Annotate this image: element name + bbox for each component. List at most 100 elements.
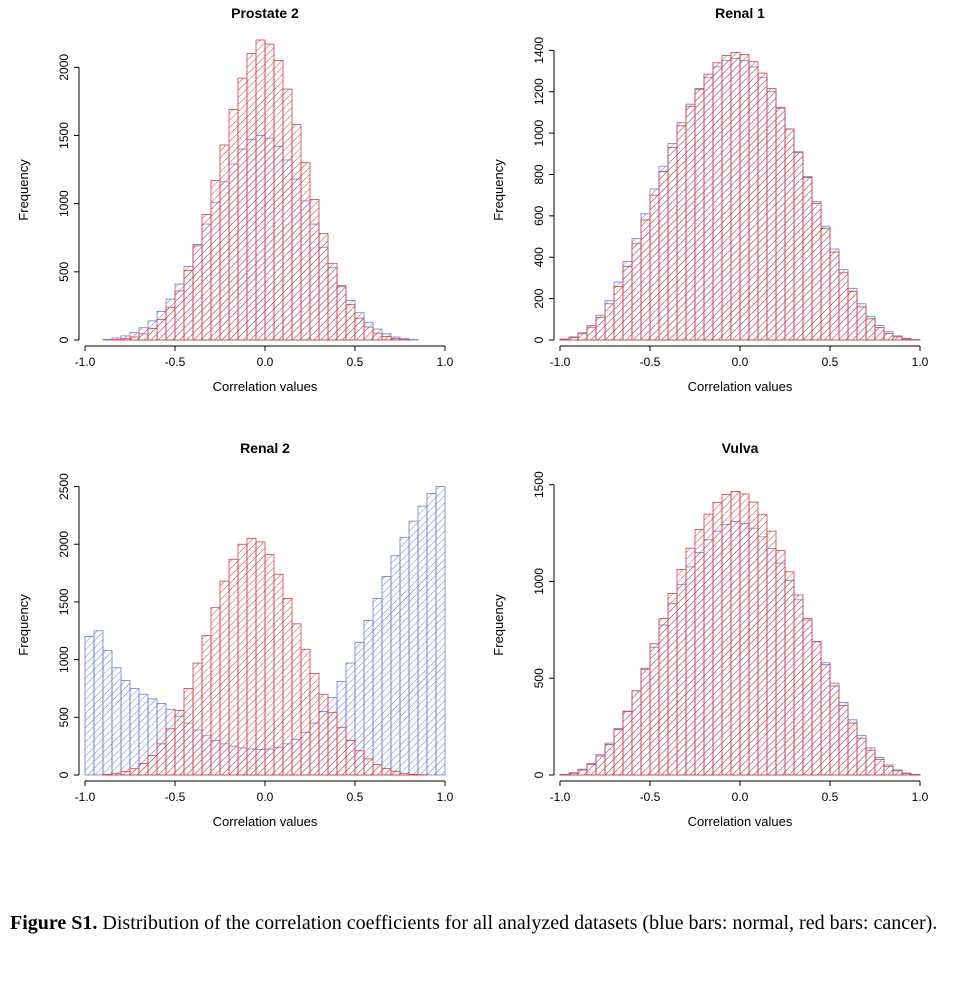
histogram-bar (866, 319, 875, 340)
y-tick-label: 2000 (57, 531, 71, 558)
y-tick-label: 1500 (532, 471, 546, 498)
histogram-bar (121, 680, 130, 775)
histogram-bar (695, 530, 704, 775)
histogram-bar (391, 339, 400, 340)
y-tick-label: 1400 (532, 37, 546, 64)
histogram-bar (157, 320, 166, 340)
histogram-bar (794, 153, 803, 340)
histogram-renal-1: Renal 10200400600800100012001400-1.0-0.5… (485, 0, 945, 430)
y-axis-label: Frequency (16, 159, 31, 221)
histogram-bar (632, 691, 641, 775)
histogram-bar (112, 773, 121, 775)
histogram-bar (283, 89, 292, 340)
histogram-bar (587, 327, 596, 340)
histogram-bar (857, 738, 866, 775)
panel-vulva: Vulva050010001500-1.0-0.50.00.51.0Correl… (485, 435, 950, 870)
histogram-bar (238, 78, 247, 340)
histogram-bar (184, 270, 193, 340)
histogram-bar (812, 642, 821, 775)
histogram-bar (623, 267, 632, 340)
histogram-bar (148, 328, 157, 340)
histogram-bar (229, 559, 238, 775)
histogram-bar (391, 772, 400, 775)
x-tick-label: -0.5 (165, 790, 186, 804)
histogram-bar (605, 304, 614, 340)
histogram-bar (247, 54, 256, 340)
histogram-bar (749, 62, 758, 340)
histogram-bar (902, 339, 911, 340)
histogram-bar (902, 773, 911, 775)
x-tick-label: 0.5 (347, 355, 364, 369)
y-tick-label: 1500 (57, 122, 71, 149)
histogram-bar (776, 107, 785, 340)
histogram-bar (409, 521, 418, 775)
panel-renal-1: Renal 10200400600800100012001400-1.0-0.5… (485, 0, 950, 435)
histogram-bar (427, 493, 436, 775)
histogram-bar (220, 581, 229, 775)
histogram-bar (695, 89, 704, 340)
histogram-bar (130, 337, 139, 340)
y-tick-label: 1000 (532, 119, 546, 146)
histogram-bar (677, 126, 686, 340)
histogram-bar (884, 333, 893, 340)
x-tick-label: 0.5 (822, 355, 839, 369)
histogram-bar (578, 770, 587, 775)
histogram-bar (139, 694, 148, 775)
histogram-bar (713, 63, 722, 340)
histogram-bar (202, 635, 211, 775)
histogram-bar (436, 487, 445, 775)
histogram-bar (400, 537, 409, 775)
histogram-bar (310, 673, 319, 775)
histogram-bar (382, 577, 391, 775)
x-tick-label: 1.0 (912, 355, 929, 369)
figure-caption: Figure S1. Distribution of the correlati… (10, 910, 950, 936)
y-tick-label: 1200 (532, 78, 546, 105)
histogram-bar (803, 178, 812, 340)
histogram-bar (166, 307, 175, 340)
histogram-bar (319, 694, 328, 775)
y-tick-label: 500 (57, 707, 71, 727)
histogram-bar (346, 740, 355, 775)
histogram-bar (193, 663, 202, 775)
histogram-bar (211, 608, 220, 775)
histogram-bar (166, 729, 175, 775)
histogram-bar (893, 337, 902, 340)
histogram-bar (641, 220, 650, 340)
histogram-bar (767, 531, 776, 775)
caption-text: Distribution of the correlation coeffici… (97, 912, 937, 934)
x-tick-label: -0.5 (640, 790, 661, 804)
histogram-bar (794, 595, 803, 775)
histogram-renal-2: Renal 205001000150020002500-1.0-0.50.00.… (10, 435, 470, 865)
histogram-bar (740, 494, 749, 775)
histogram-bar (247, 538, 256, 775)
histogram-bar (148, 755, 157, 775)
histogram-bar (202, 215, 211, 340)
histogram-bar (391, 556, 400, 775)
y-tick-label: 600 (532, 206, 546, 226)
y-axis-label: Frequency (491, 159, 506, 221)
x-tick-label: 1.0 (912, 790, 929, 804)
histogram-bar (94, 631, 103, 775)
histogram-bar (758, 515, 767, 775)
histogram-bar (220, 145, 229, 340)
histogram-bar (578, 334, 587, 340)
histogram-bar (767, 89, 776, 340)
histogram-bar (848, 291, 857, 340)
histogram-bar (632, 244, 641, 340)
histogram-bar (301, 163, 310, 340)
histogram-bar (740, 54, 749, 340)
histogram-bar (184, 688, 193, 775)
histogram-bar (328, 713, 337, 775)
histogram-bar (875, 328, 884, 340)
histogram-bar (409, 774, 418, 775)
histogram-bar (238, 544, 247, 775)
x-tick-label: -1.0 (75, 790, 96, 804)
histogram-bar (382, 769, 391, 775)
histogram-bar (677, 569, 686, 775)
histogram-bar (355, 751, 364, 775)
histogram-bar (373, 598, 382, 775)
x-tick-label: -1.0 (550, 790, 571, 804)
histogram-bar (722, 494, 731, 775)
histogram-bar (265, 44, 274, 340)
histogram-bar (569, 338, 578, 340)
